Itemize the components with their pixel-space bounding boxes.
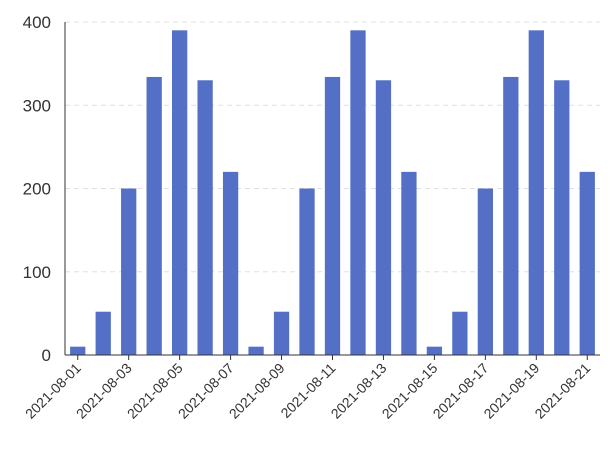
bar bbox=[70, 346, 86, 355]
bar bbox=[528, 30, 544, 355]
x-tick-label: 2021-08-09 bbox=[226, 360, 288, 422]
bar bbox=[121, 188, 137, 355]
bar bbox=[554, 80, 570, 356]
y-tick-label: 200 bbox=[23, 180, 51, 199]
bar bbox=[172, 30, 188, 355]
bar bbox=[248, 346, 264, 355]
y-tick-label: 300 bbox=[23, 96, 51, 115]
bar bbox=[401, 171, 417, 355]
x-tick-labels: 2021-08-012021-08-032021-08-052021-08-07… bbox=[22, 360, 594, 422]
bar bbox=[503, 76, 519, 355]
bar bbox=[452, 311, 468, 355]
bars bbox=[70, 30, 595, 356]
bar bbox=[222, 171, 239, 355]
y-tick-label: 400 bbox=[23, 13, 51, 32]
bar bbox=[375, 80, 392, 356]
x-tick-label: 2021-08-21 bbox=[531, 360, 593, 422]
y-tick-label: 0 bbox=[42, 346, 51, 365]
bar bbox=[299, 188, 315, 355]
bar bbox=[95, 311, 111, 355]
axes bbox=[64, 22, 600, 360]
bar bbox=[477, 188, 493, 355]
y-tick-label: 100 bbox=[23, 263, 51, 282]
y-tick-labels: 0 100 200 300 400 bbox=[23, 13, 51, 365]
bar bbox=[197, 80, 213, 356]
bar bbox=[324, 76, 341, 355]
bar bbox=[426, 346, 443, 355]
bar bbox=[579, 171, 595, 355]
bar bbox=[350, 30, 366, 355]
bar bbox=[146, 76, 162, 355]
bar bbox=[273, 311, 290, 355]
